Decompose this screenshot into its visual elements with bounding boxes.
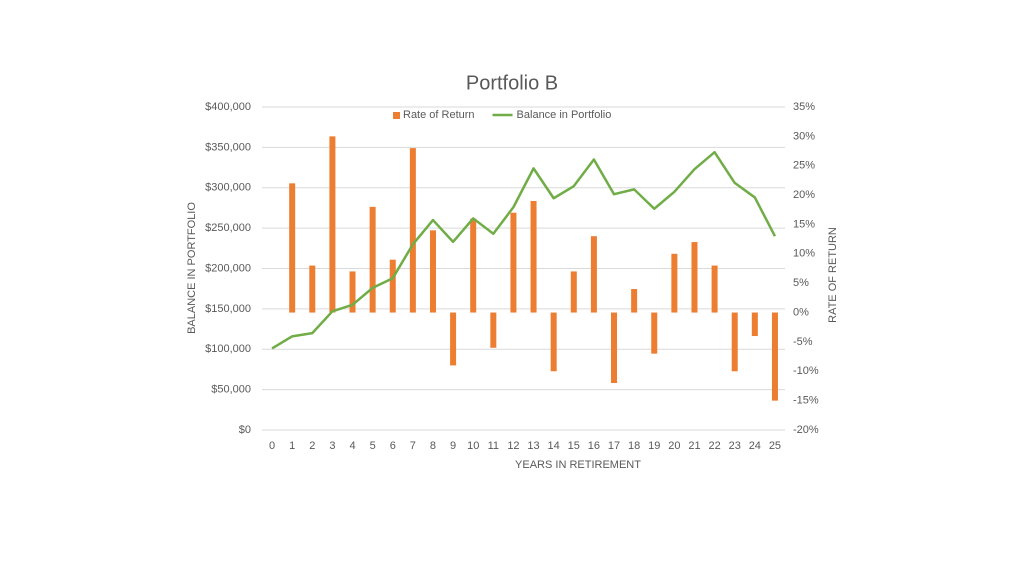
x-axis-title: YEARS IN RETIREMENT — [515, 459, 641, 471]
bar — [771, 312, 778, 401]
legend-label: Balance in Portfolio — [517, 109, 612, 121]
x-tick-label: 14 — [548, 440, 560, 452]
legend-label: Rate of Return — [403, 109, 475, 121]
y2-tick-label: 20% — [793, 189, 815, 201]
bar — [289, 183, 296, 313]
bar — [691, 242, 698, 313]
x-tick-label: 4 — [349, 440, 355, 452]
bar — [751, 312, 758, 337]
bar — [490, 312, 497, 348]
bar — [389, 259, 396, 313]
y-tick-label: $350,000 — [205, 141, 251, 153]
x-tick-label: 12 — [507, 440, 519, 452]
bar — [429, 230, 436, 313]
y-tick-label: $0 — [239, 424, 251, 436]
y-tick-label: $300,000 — [205, 182, 251, 194]
x-tick-label: 24 — [749, 440, 761, 452]
x-tick-label: 23 — [729, 440, 741, 452]
x-tick-label: 3 — [329, 440, 335, 452]
bar — [369, 206, 376, 313]
x-tick-label: 5 — [370, 440, 376, 452]
y2-tick-label: 30% — [793, 130, 815, 142]
x-tick-label: 18 — [628, 440, 640, 452]
bar — [550, 312, 557, 372]
bar — [309, 265, 316, 313]
bar — [349, 271, 356, 313]
y-tick-label: $150,000 — [205, 303, 251, 315]
bar — [651, 312, 658, 354]
x-tick-label: 0 — [269, 440, 275, 452]
y2-tick-label: 0% — [793, 306, 809, 318]
y-tick-label: $250,000 — [205, 222, 251, 234]
bar — [530, 200, 537, 313]
y-tick-label: $100,000 — [205, 343, 251, 355]
x-tick-label: 8 — [430, 440, 436, 452]
x-tick-label: 9 — [450, 440, 456, 452]
x-tick-label: 21 — [688, 440, 700, 452]
y2-tick-label: -5% — [793, 336, 813, 348]
x-tick-label: 11 — [488, 440, 499, 452]
y2-tick-label: 15% — [793, 218, 815, 230]
x-tick-label: 10 — [467, 440, 479, 452]
x-tick-label: 19 — [648, 440, 660, 452]
chart-title: Portfolio B — [466, 72, 558, 94]
y-tick-label: $200,000 — [205, 262, 251, 274]
line — [271, 150, 777, 350]
y2-tick-label: -10% — [793, 365, 819, 377]
y2-tick-label: 10% — [793, 248, 815, 260]
bar — [711, 265, 718, 313]
bar — [329, 136, 336, 313]
y2-tick-label: 25% — [793, 160, 815, 172]
x-tick-label: 15 — [568, 440, 580, 452]
y-tick-label: $50,000 — [211, 384, 251, 396]
x-tick-label: 7 — [410, 440, 416, 452]
bar — [590, 236, 597, 313]
y-axis-title: BALANCE IN PORTFOLIO — [186, 202, 198, 334]
bar — [450, 312, 457, 366]
bar — [631, 289, 638, 313]
x-tick-label: 1 — [289, 440, 295, 452]
legend-swatch — [393, 112, 400, 119]
x-tick-label: 13 — [527, 440, 539, 452]
x-tick-label: 6 — [390, 440, 396, 452]
x-tick-label: 16 — [588, 440, 600, 452]
bar — [409, 148, 416, 313]
bar — [510, 212, 517, 313]
bar — [671, 253, 678, 313]
x-tick-label: 22 — [708, 440, 720, 452]
y2-axis-title: RATE OF RETURN — [827, 227, 839, 323]
y-tick-label: $400,000 — [205, 101, 251, 113]
bar — [570, 271, 577, 313]
y2-tick-label: -15% — [793, 395, 819, 407]
bar — [731, 312, 738, 372]
x-tick-label: 17 — [608, 440, 620, 452]
bar — [611, 312, 618, 384]
x-tick-label: 25 — [769, 440, 781, 452]
y2-tick-label: 35% — [793, 101, 815, 113]
bar — [470, 218, 477, 313]
y2-tick-label: 5% — [793, 277, 809, 289]
y2-tick-label: -20% — [793, 424, 819, 436]
x-tick-label: 2 — [309, 440, 315, 452]
x-tick-label: 20 — [668, 440, 680, 452]
